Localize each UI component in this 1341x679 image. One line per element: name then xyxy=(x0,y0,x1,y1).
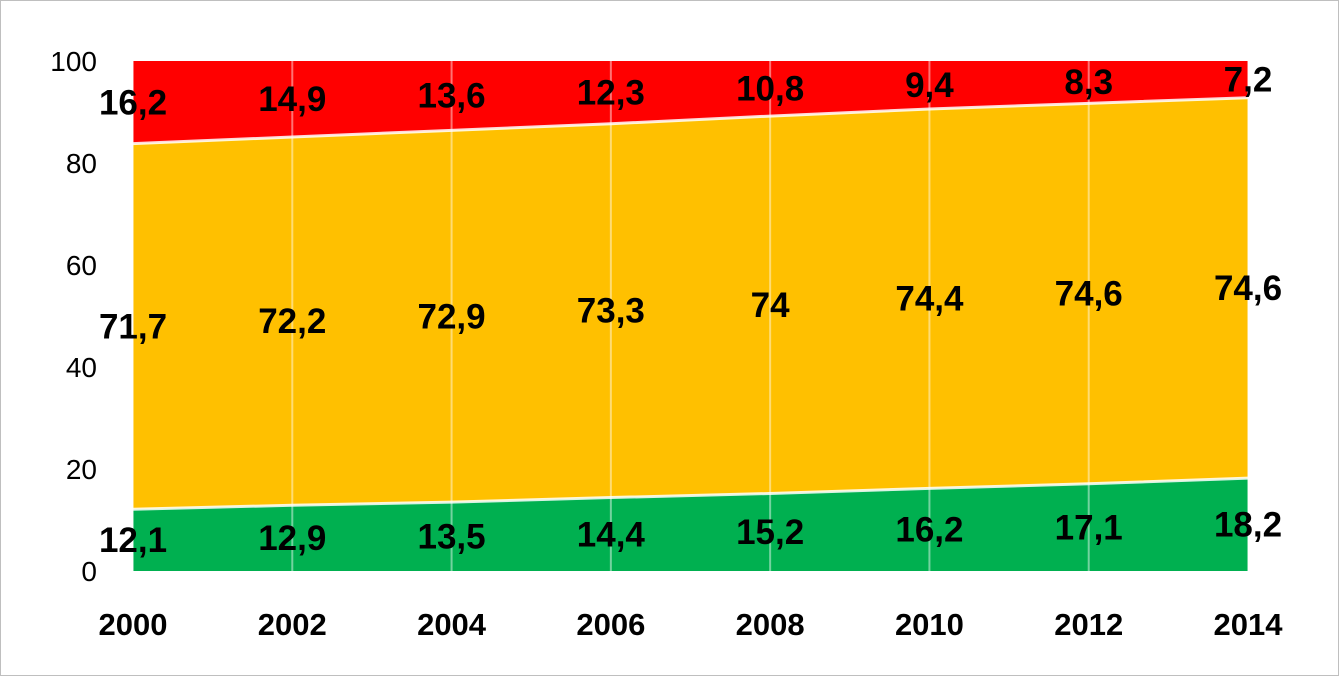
data-label-series-2: 74 xyxy=(751,286,790,325)
x-tick-label: 2002 xyxy=(258,607,327,642)
x-tick-label: 2010 xyxy=(895,607,964,642)
x-tick-label: 2014 xyxy=(1214,607,1284,642)
area-series-group xyxy=(133,61,1248,571)
y-tick-label: 20 xyxy=(66,454,97,485)
x-tick-label: 2004 xyxy=(417,607,487,642)
data-label-series-2: 73,3 xyxy=(577,292,645,331)
y-tick-label: 80 xyxy=(66,148,97,179)
data-label-series-1: 15,2 xyxy=(736,513,804,552)
area-series-3 xyxy=(133,61,1248,144)
x-axis: 2000 2002 2004 2006 2008 2010 2012 2014 xyxy=(99,607,1284,642)
data-labels: 12,1 12,9 13,5 14,4 15,2 16,2 17,1 18,2 71,7 72,2… xyxy=(99,60,1282,560)
area-series-2 xyxy=(133,97,1248,510)
data-label-series-1: 14,4 xyxy=(577,515,646,554)
data-label-series-1: 17,1 xyxy=(1055,508,1123,547)
data-label-series-3: 9,4 xyxy=(905,66,954,105)
series-boundaries xyxy=(132,96,1249,511)
y-tick-label: 40 xyxy=(66,352,97,383)
data-label-series-1: 16,2 xyxy=(895,511,963,550)
y-tick-label: 0 xyxy=(81,556,97,587)
x-tick-label: 2006 xyxy=(576,607,645,642)
data-label-series-2: 72,9 xyxy=(418,297,486,336)
data-label-series-3: 8,3 xyxy=(1064,63,1113,102)
data-label-series-2: 71,7 xyxy=(99,307,167,346)
data-label-series-3: 10,8 xyxy=(736,70,804,109)
data-label-series-3: 7,2 xyxy=(1224,60,1273,99)
data-label-series-1: 18,2 xyxy=(1214,506,1282,545)
data-label-series-3: 12,3 xyxy=(577,73,645,112)
data-label-series-3: 16,2 xyxy=(99,83,167,122)
area-series-1 xyxy=(133,478,1248,571)
y-tick-label: 60 xyxy=(66,250,97,281)
data-label-series-1: 12,9 xyxy=(258,519,326,558)
x-tick-label: 2000 xyxy=(99,607,168,642)
data-label-series-1: 12,1 xyxy=(99,521,167,560)
y-axis: 0 20 40 60 80 100 xyxy=(50,46,97,587)
data-label-series-1: 13,5 xyxy=(418,518,486,557)
data-label-series-3: 13,6 xyxy=(418,77,486,116)
x-tick-label: 2012 xyxy=(1054,607,1123,642)
x-tick-label: 2008 xyxy=(736,607,805,642)
data-label-series-2: 72,2 xyxy=(258,302,326,341)
vertical-gridlines xyxy=(132,61,1249,571)
series-boundary-2 xyxy=(132,96,1249,146)
data-label-series-2: 74,6 xyxy=(1214,269,1282,308)
data-label-series-2: 74,4 xyxy=(895,280,964,319)
y-tick-label: 100 xyxy=(50,46,97,77)
series-boundary-1 xyxy=(132,476,1249,511)
data-label-series-3: 14,9 xyxy=(258,80,326,119)
data-label-series-2: 74,6 xyxy=(1055,275,1123,314)
